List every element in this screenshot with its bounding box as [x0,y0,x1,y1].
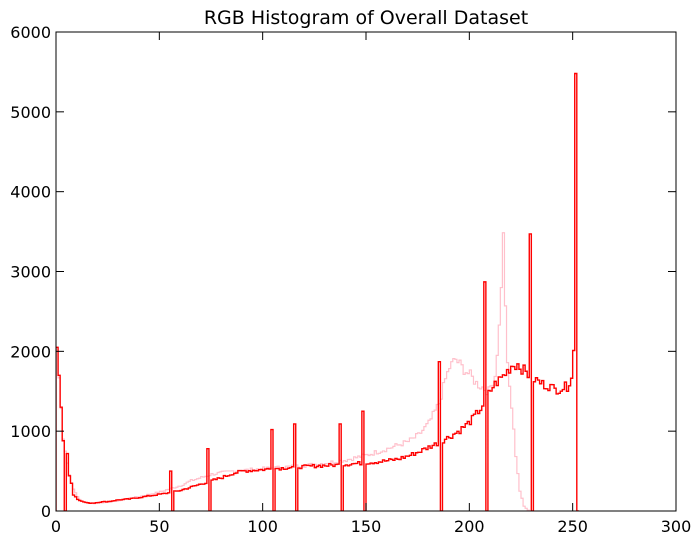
x-tick-label: 0 [51,517,61,536]
x-tick-label: 200 [454,517,485,536]
y-tick-label: 6000 [10,23,51,42]
y-tick-label: 4000 [10,183,51,202]
axis-ticks: 0 50 100 150 200 250 3000100020003000400050006… [10,23,691,536]
y-tick-label: 1000 [10,422,51,441]
x-tick-label: 100 [247,517,278,536]
x-tick-label: 150 [351,517,382,536]
y-tick-label: 3000 [10,263,51,282]
y-tick-label: 2000 [10,342,51,361]
x-tick-label: 300 [661,517,692,536]
plot-area [56,72,579,511]
x-tick-label: 250 [557,517,588,536]
y-tick-label: 0 [41,502,51,521]
x-tick-label: 50 [149,517,169,536]
y-tick-label: 5000 [10,103,51,122]
chart-title: RGB Histogram of Overall Dataset [204,7,528,29]
histogram-series-2 [56,72,579,511]
